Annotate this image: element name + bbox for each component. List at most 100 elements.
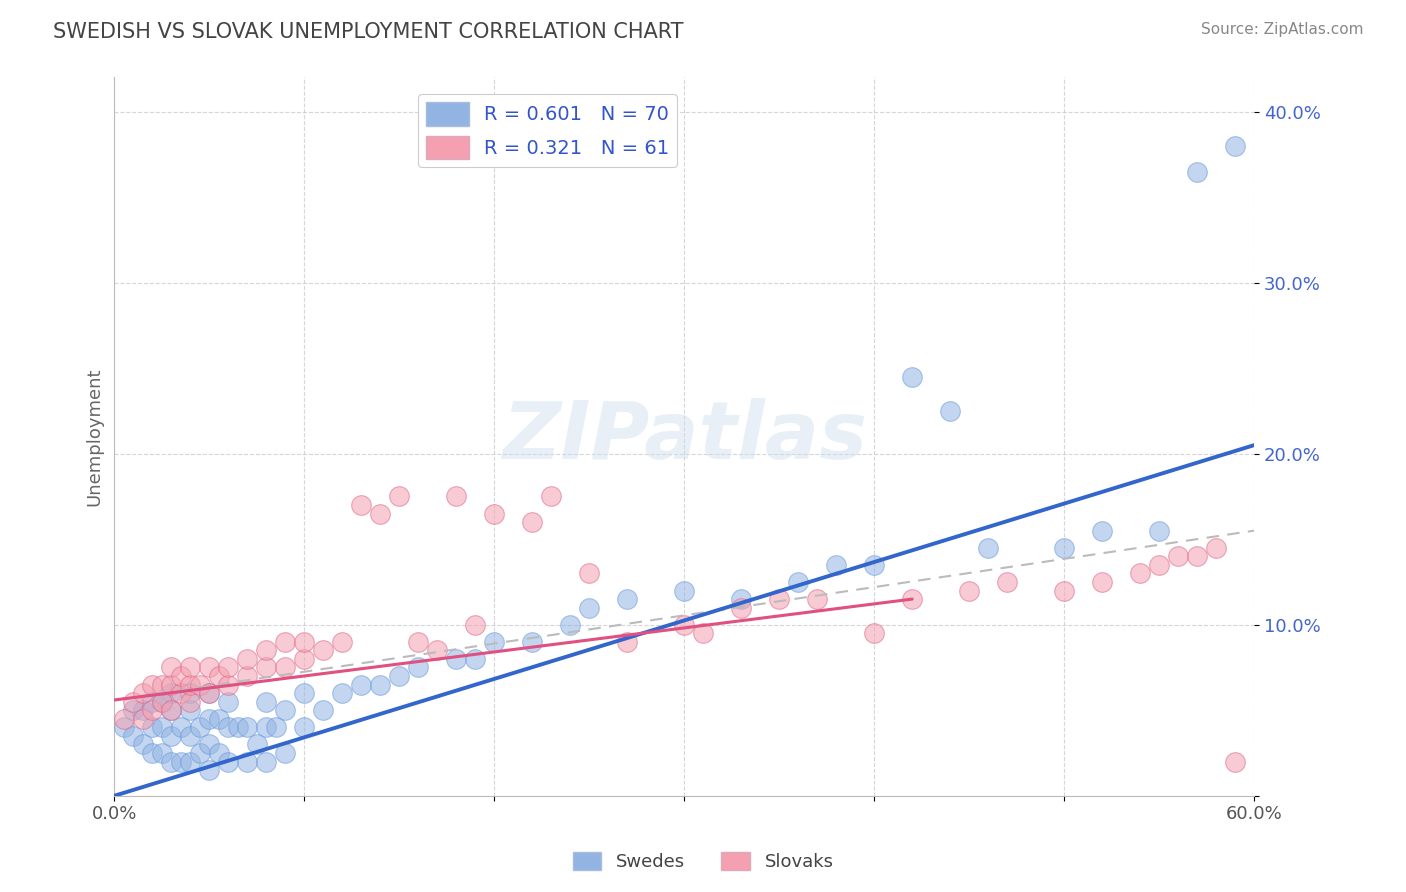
Point [370, 677, 392, 691]
Point [236, 669, 259, 683]
Point [236, 720, 259, 734]
Point [863, 558, 886, 572]
Point [901, 369, 924, 384]
Point [292, 720, 315, 734]
Point [522, 635, 544, 649]
Point [1185, 549, 1208, 564]
Point [150, 720, 173, 734]
Point [388, 669, 411, 683]
Point [198, 686, 221, 700]
Point [446, 490, 468, 504]
Point [198, 686, 221, 700]
Text: Source: ZipAtlas.com: Source: ZipAtlas.com [1201, 22, 1364, 37]
Point [150, 677, 173, 691]
Point [1147, 558, 1170, 572]
Point [787, 574, 810, 589]
Point [160, 703, 183, 717]
Point [160, 686, 183, 700]
Point [274, 703, 297, 717]
Point [254, 755, 277, 769]
Point [217, 660, 239, 674]
Point [132, 703, 155, 717]
Point [1053, 583, 1076, 598]
Point [132, 738, 155, 752]
Point [141, 703, 163, 717]
Point [901, 592, 924, 607]
Point [1091, 524, 1114, 538]
Point [1147, 524, 1170, 538]
Point [825, 558, 848, 572]
Legend: R = 0.601   N = 70, R = 0.321   N = 61: R = 0.601 N = 70, R = 0.321 N = 61 [418, 95, 678, 167]
Point [179, 686, 201, 700]
Point [198, 712, 221, 726]
Point [198, 738, 221, 752]
Point [957, 583, 980, 598]
Point [939, 404, 962, 418]
Point [350, 677, 373, 691]
Point [179, 755, 201, 769]
Point [464, 617, 486, 632]
Point [236, 652, 259, 666]
Point [132, 712, 155, 726]
Point [578, 600, 600, 615]
Point [188, 677, 211, 691]
Legend: Swedes, Slovaks: Swedes, Slovaks [565, 845, 841, 879]
Point [1205, 541, 1227, 555]
Point [408, 635, 430, 649]
Point [484, 635, 506, 649]
Point [578, 566, 600, 581]
Point [312, 643, 335, 657]
Point [254, 643, 277, 657]
Point [616, 592, 638, 607]
Point [217, 720, 239, 734]
Point [673, 617, 696, 632]
Point [112, 712, 135, 726]
Point [170, 686, 193, 700]
Point [208, 712, 231, 726]
Point [132, 686, 155, 700]
Point [1167, 549, 1189, 564]
Point [150, 695, 173, 709]
Point [426, 643, 449, 657]
Point [863, 626, 886, 640]
Point [141, 720, 163, 734]
Point [122, 703, 145, 717]
Point [217, 755, 239, 769]
Point [150, 695, 173, 709]
Point [160, 677, 183, 691]
Point [141, 695, 163, 709]
Point [141, 677, 163, 691]
Point [198, 763, 221, 777]
Point [768, 592, 790, 607]
Point [330, 635, 353, 649]
Point [179, 695, 201, 709]
Point [977, 541, 1000, 555]
Point [1053, 541, 1076, 555]
Point [226, 720, 249, 734]
Point [122, 729, 145, 743]
Point [274, 635, 297, 649]
Point [246, 738, 269, 752]
Point [160, 660, 183, 674]
Point [160, 755, 183, 769]
Point [292, 686, 315, 700]
Point [484, 507, 506, 521]
Point [188, 746, 211, 760]
Point [730, 592, 752, 607]
Point [1185, 164, 1208, 178]
Point [292, 635, 315, 649]
Text: SWEDISH VS SLOVAK UNEMPLOYMENT CORRELATION CHART: SWEDISH VS SLOVAK UNEMPLOYMENT CORRELATI… [53, 22, 683, 42]
Point [330, 686, 353, 700]
Point [1091, 574, 1114, 589]
Point [1223, 139, 1246, 153]
Point [350, 498, 373, 512]
Point [408, 660, 430, 674]
Point [170, 720, 193, 734]
Point [236, 755, 259, 769]
Point [1223, 755, 1246, 769]
Point [198, 660, 221, 674]
Point [150, 746, 173, 760]
Text: ZIPatlas: ZIPatlas [502, 398, 866, 475]
Point [188, 720, 211, 734]
Point [170, 755, 193, 769]
